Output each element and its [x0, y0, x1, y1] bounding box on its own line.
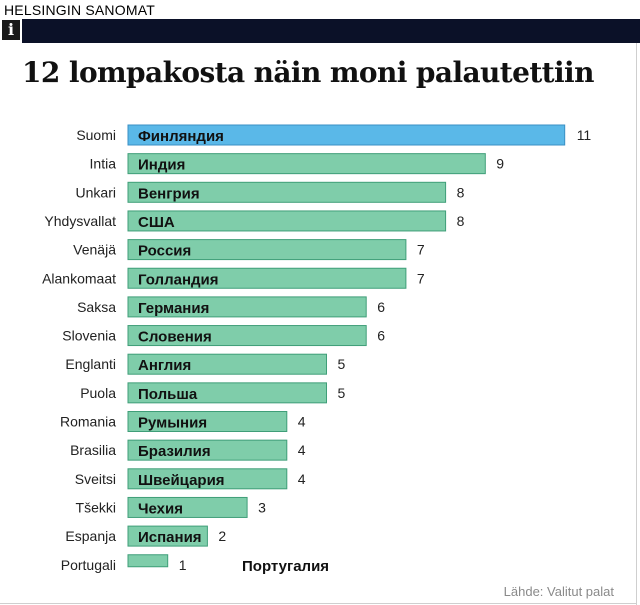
- bar-label: Испания: [138, 529, 202, 546]
- category-label: Englanti: [65, 356, 116, 372]
- bar: [127, 267, 407, 289]
- value-label: 4: [298, 414, 306, 430]
- bar: [127, 496, 248, 518]
- bar-label: Финляндия: [138, 128, 224, 145]
- frame-border-right: [636, 43, 637, 605]
- category-label: Portugali: [61, 557, 116, 573]
- bar: [127, 525, 208, 547]
- frame-border-bottom: [0, 603, 637, 604]
- bar-label: Португалия: [242, 558, 329, 575]
- bar-label: Бразилия: [138, 443, 211, 460]
- value-label: 1: [179, 557, 187, 573]
- category-label: Espanja: [65, 528, 116, 544]
- bar: [127, 296, 367, 318]
- header-bar: [0, 19, 640, 43]
- bar-label: США: [138, 214, 175, 231]
- bar: [127, 325, 367, 347]
- category-label: Slovenia: [62, 328, 116, 344]
- bar-label: Словения: [138, 329, 212, 346]
- bar: [127, 210, 447, 232]
- bar: [127, 353, 327, 375]
- value-label: 5: [338, 385, 346, 401]
- category-label: Yhdysvallat: [44, 213, 116, 229]
- bar-label: Чехия: [138, 500, 183, 517]
- bar: [127, 382, 327, 404]
- bar-highlight: [127, 124, 566, 146]
- bar: [127, 468, 288, 490]
- category-label: Venäjä: [73, 242, 116, 258]
- bar-label: Голландия: [138, 271, 219, 288]
- category-label: Saksa: [77, 299, 116, 315]
- publication-name: HELSINGIN SANOMAT: [4, 2, 155, 18]
- value-label: 11: [577, 127, 592, 143]
- category-label: Romania: [60, 414, 116, 430]
- bar-label: Англия: [138, 357, 191, 374]
- bar-label: Венгрия: [138, 185, 200, 202]
- bar: [127, 439, 288, 461]
- source-note: Lähde: Valitut palat: [503, 584, 614, 599]
- bar-label: Швейцария: [138, 472, 225, 489]
- category-label: Tšekki: [76, 499, 116, 515]
- bar: [127, 153, 486, 175]
- value-label: 9: [496, 156, 504, 172]
- value-label: 3: [258, 499, 266, 515]
- bar: [127, 411, 288, 432]
- category-label: Unkari: [76, 184, 116, 200]
- category-label: Puola: [80, 385, 116, 401]
- value-label: 5: [338, 356, 346, 372]
- bar-label: Индия: [138, 157, 185, 174]
- chart-title: 12 lompakosta näin moni palautettiin: [22, 56, 594, 89]
- info-button[interactable]: i: [0, 19, 24, 43]
- bar-label: Германия: [138, 300, 209, 317]
- value-label: 7: [417, 242, 425, 258]
- bar: [127, 554, 169, 568]
- category-label: Intia: [90, 156, 117, 172]
- value-label: 6: [377, 299, 385, 315]
- value-label: 4: [298, 471, 306, 487]
- value-label: 2: [218, 528, 226, 544]
- category-label: Sveitsi: [75, 471, 116, 487]
- value-label: 4: [298, 442, 306, 458]
- bar-label: Польша: [138, 386, 198, 403]
- bar: [127, 181, 447, 203]
- bar: [127, 239, 407, 261]
- bar-label: Румыния: [138, 415, 207, 432]
- value-label: 7: [417, 270, 425, 286]
- category-label: Alankomaat: [42, 270, 116, 286]
- value-label: 6: [377, 328, 385, 344]
- value-label: 8: [457, 213, 465, 229]
- category-label: Brasilia: [70, 442, 116, 458]
- bar-label: Россия: [138, 243, 191, 260]
- category-label: Suomi: [76, 127, 116, 143]
- value-label: 8: [457, 184, 465, 200]
- info-icon: i: [2, 20, 20, 40]
